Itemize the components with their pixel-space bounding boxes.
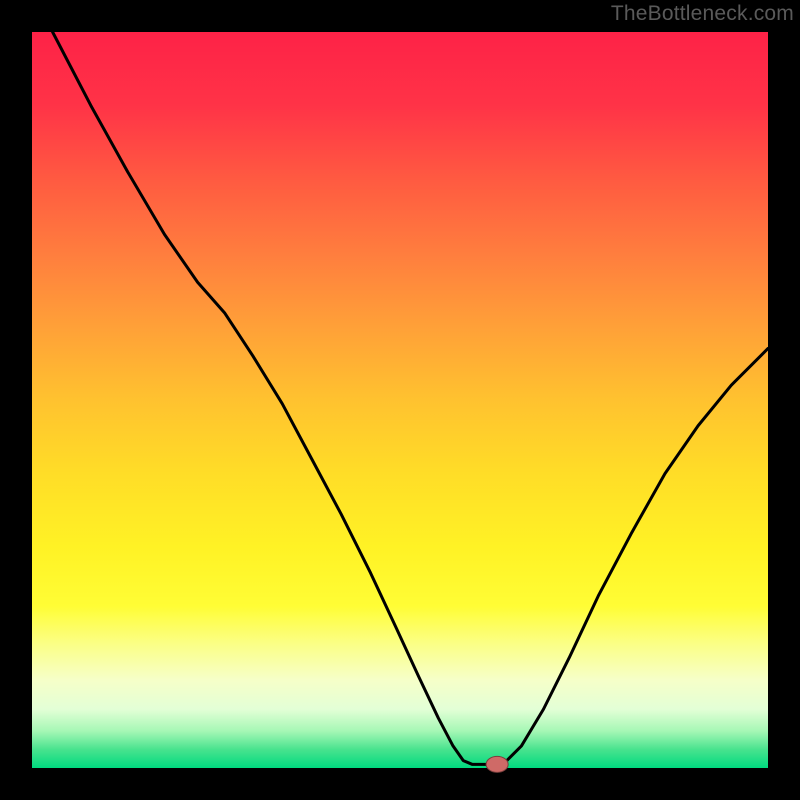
chart-canvas bbox=[0, 0, 800, 800]
plot-background bbox=[32, 32, 768, 768]
optimal-marker bbox=[486, 756, 508, 772]
watermark-text: TheBottleneck.com bbox=[611, 2, 794, 26]
bottleneck-chart: TheBottleneck.com bbox=[0, 0, 800, 800]
